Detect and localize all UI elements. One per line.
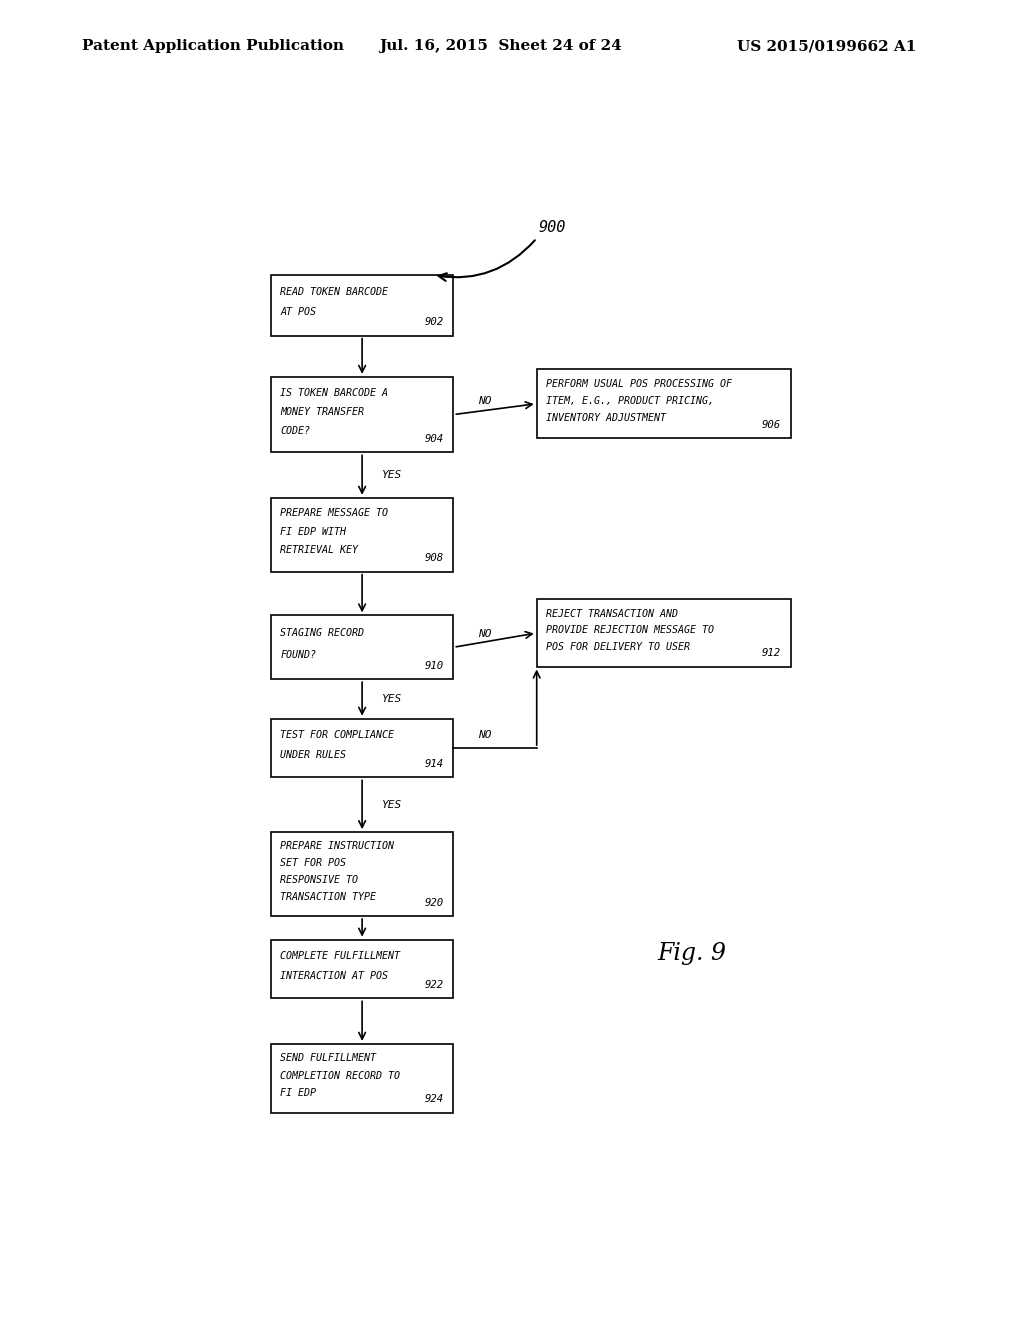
FancyBboxPatch shape [270, 376, 454, 453]
Text: 922: 922 [425, 979, 443, 990]
FancyBboxPatch shape [270, 1044, 454, 1113]
Text: YES: YES [382, 694, 402, 704]
Text: PREPARE MESSAGE TO: PREPARE MESSAGE TO [281, 508, 388, 519]
Text: 912: 912 [762, 648, 781, 659]
Text: FI EDP: FI EDP [281, 1088, 316, 1098]
Text: 910: 910 [425, 661, 443, 671]
Text: 924: 924 [425, 1094, 443, 1105]
Text: SEND FULFILLMENT: SEND FULFILLMENT [281, 1053, 377, 1064]
Text: PREPARE INSTRUCTION: PREPARE INSTRUCTION [281, 841, 394, 851]
Text: FI EDP WITH: FI EDP WITH [281, 527, 346, 537]
Text: US 2015/0199662 A1: US 2015/0199662 A1 [737, 40, 916, 53]
FancyBboxPatch shape [270, 718, 454, 777]
Text: STAGING RECORD: STAGING RECORD [281, 628, 365, 639]
Text: YES: YES [382, 470, 402, 480]
FancyBboxPatch shape [270, 940, 454, 998]
FancyBboxPatch shape [270, 498, 454, 572]
Text: POS FOR DELIVERY TO USER: POS FOR DELIVERY TO USER [546, 643, 690, 652]
Text: Patent Application Publication: Patent Application Publication [82, 40, 344, 53]
Text: PERFORM USUAL POS PROCESSING OF: PERFORM USUAL POS PROCESSING OF [546, 379, 732, 389]
Text: RETRIEVAL KEY: RETRIEVAL KEY [281, 545, 358, 556]
FancyBboxPatch shape [270, 615, 454, 680]
Text: 902: 902 [425, 317, 443, 327]
Text: COMPLETION RECORD TO: COMPLETION RECORD TO [281, 1071, 400, 1081]
Text: NO: NO [478, 628, 492, 639]
Text: CODE?: CODE? [281, 425, 310, 436]
Text: 908: 908 [425, 553, 443, 564]
Text: Jul. 16, 2015  Sheet 24 of 24: Jul. 16, 2015 Sheet 24 of 24 [379, 40, 622, 53]
Text: TRANSACTION TYPE: TRANSACTION TYPE [281, 892, 377, 902]
Text: SET FOR POS: SET FOR POS [281, 858, 346, 869]
FancyBboxPatch shape [270, 832, 454, 916]
Text: AT POS: AT POS [281, 308, 316, 317]
Text: NO: NO [478, 396, 492, 407]
Text: 920: 920 [425, 898, 443, 908]
Text: Fig. 9: Fig. 9 [657, 942, 726, 965]
Text: INVENTORY ADJUSTMENT: INVENTORY ADJUSTMENT [546, 413, 667, 424]
Text: MONEY TRANSFER: MONEY TRANSFER [281, 407, 365, 417]
Text: INTERACTION AT POS: INTERACTION AT POS [281, 972, 388, 981]
Text: UNDER RULES: UNDER RULES [281, 750, 346, 760]
Text: NO: NO [478, 730, 492, 739]
Text: READ TOKEN BARCODE: READ TOKEN BARCODE [281, 288, 388, 297]
Text: 906: 906 [762, 420, 781, 430]
Text: FOUND?: FOUND? [281, 649, 316, 660]
Text: YES: YES [382, 800, 402, 809]
FancyBboxPatch shape [270, 275, 454, 335]
FancyBboxPatch shape [537, 370, 791, 438]
Text: 904: 904 [425, 434, 443, 444]
Text: ITEM, E.G., PRODUCT PRICING,: ITEM, E.G., PRODUCT PRICING, [546, 396, 714, 407]
Text: REJECT TRANSACTION AND: REJECT TRANSACTION AND [546, 609, 678, 619]
Text: PROVIDE REJECTION MESSAGE TO: PROVIDE REJECTION MESSAGE TO [546, 626, 714, 635]
Text: 914: 914 [425, 759, 443, 770]
Text: COMPLETE FULFILLMENT: COMPLETE FULFILLMENT [281, 952, 400, 961]
Text: IS TOKEN BARCODE A: IS TOKEN BARCODE A [281, 388, 388, 397]
Text: 900: 900 [539, 220, 566, 235]
FancyBboxPatch shape [537, 599, 791, 667]
Text: RESPONSIVE TO: RESPONSIVE TO [281, 875, 358, 884]
Text: TEST FOR COMPLIANCE: TEST FOR COMPLIANCE [281, 730, 394, 741]
